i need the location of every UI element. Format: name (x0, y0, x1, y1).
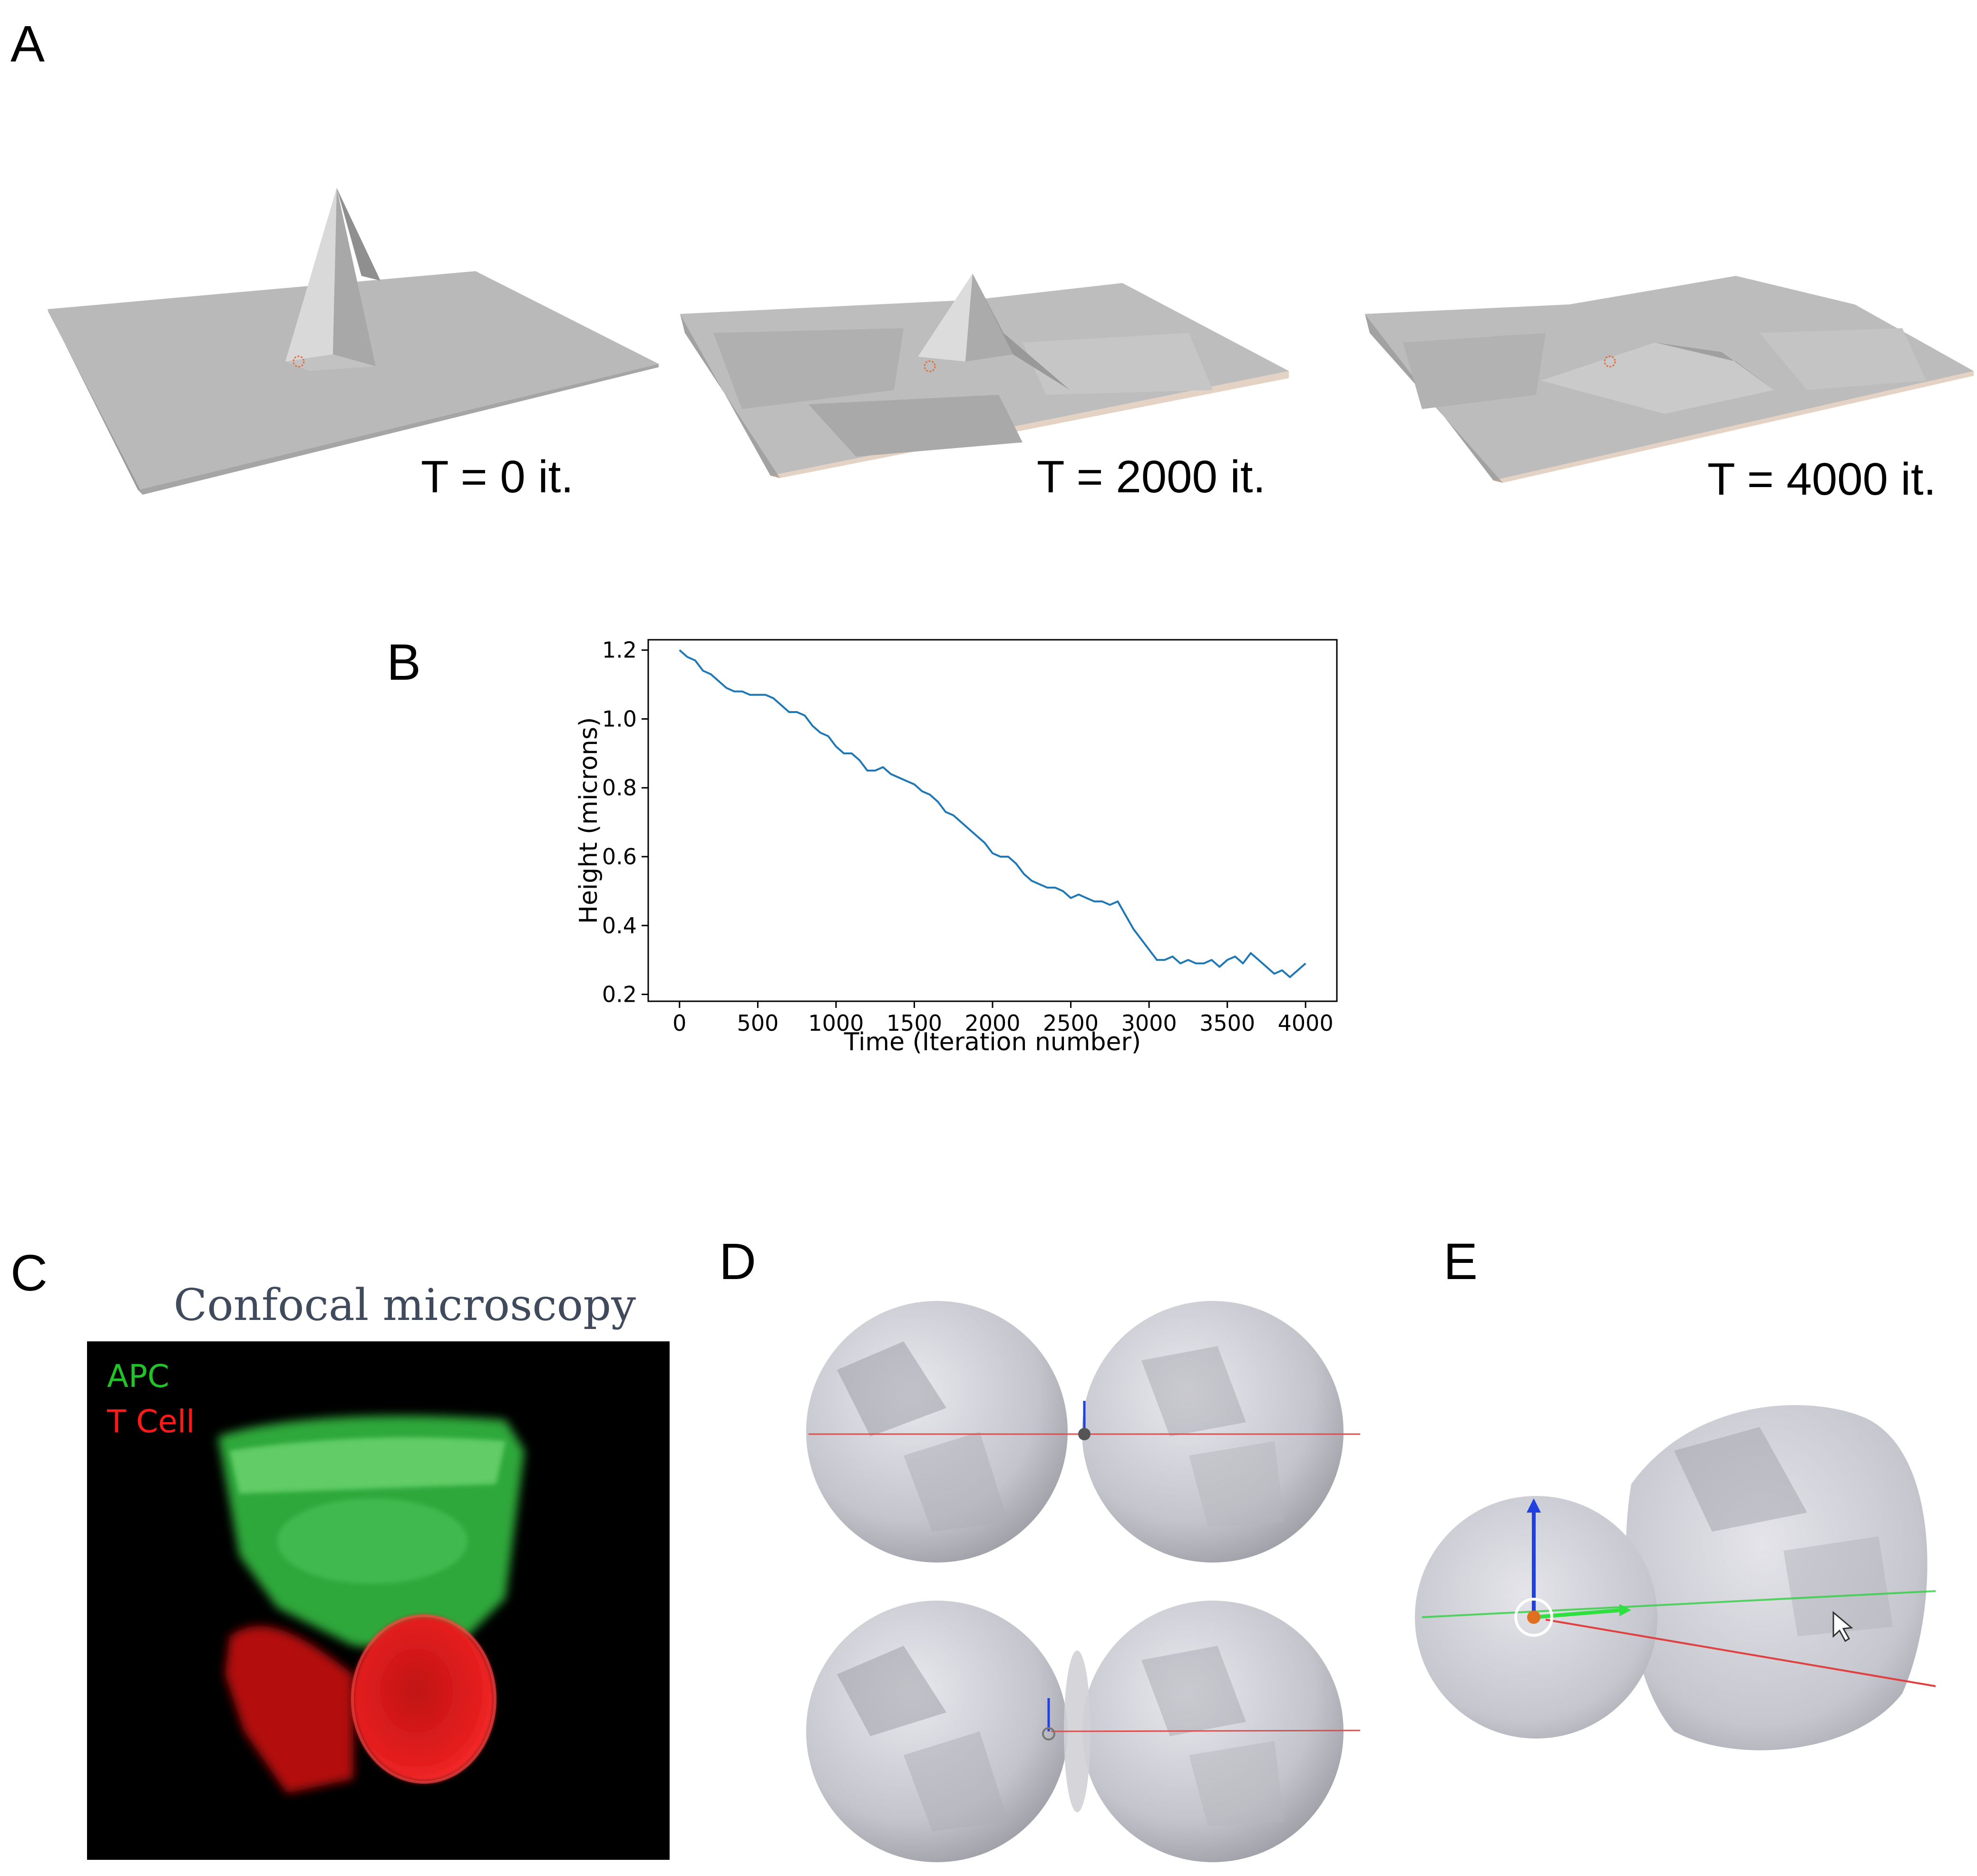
x-tick-label: 3000 (1121, 1010, 1177, 1036)
y-tick-label: 0.6 (602, 844, 637, 870)
mesh-surface-t0 (48, 188, 659, 495)
panel-e-letter: E (1443, 1232, 1478, 1290)
x-tick-label: 3500 (1199, 1010, 1255, 1036)
height-series-line (679, 649, 1306, 978)
legend-apc: APC (107, 1358, 170, 1395)
x-tick-label: 4000 (1278, 1010, 1334, 1036)
x-tick-label: 1500 (886, 1010, 942, 1036)
x-tick-label: 2500 (1043, 1010, 1099, 1036)
panel-c-letter: C (10, 1244, 48, 1301)
y-tick-label: 0.8 (602, 775, 637, 801)
x-tick-label: 2000 (964, 1010, 1020, 1036)
origin-marker (924, 360, 936, 372)
caption-t0: T = 0 it. (421, 451, 574, 502)
x-axis-label: Time (Iteration number) (844, 1028, 1141, 1056)
y-axis-label: Height (microns) (575, 717, 603, 924)
x-tick-label: 500 (737, 1010, 779, 1036)
caption-t2000: T = 2000 it. (1037, 451, 1266, 502)
y-tick-label: 1.0 (602, 706, 637, 732)
origin-marker (292, 355, 305, 368)
caption-t4000: T = 4000 it. (1707, 454, 1937, 505)
confocal-image (87, 1341, 670, 1860)
panel-a-letter: A (10, 15, 45, 72)
y-tick-label: 0.2 (602, 982, 637, 1007)
panel-b-letter: B (387, 633, 421, 691)
x-tick-label: 1000 (808, 1010, 864, 1036)
origin-marker (1604, 355, 1616, 368)
mesh-surface-t2000 (680, 274, 1289, 478)
legend-tcell: T Cell (107, 1403, 195, 1440)
panel-d-letter: D (719, 1232, 756, 1290)
y-tick-label: 0.4 (602, 913, 637, 938)
confocal-title: Confocal microscopy (174, 1280, 636, 1330)
x-tick-label: 0 (672, 1010, 686, 1036)
y-tick-label: 1.2 (602, 637, 637, 663)
mesh-surface-t4000 (1365, 276, 1974, 483)
